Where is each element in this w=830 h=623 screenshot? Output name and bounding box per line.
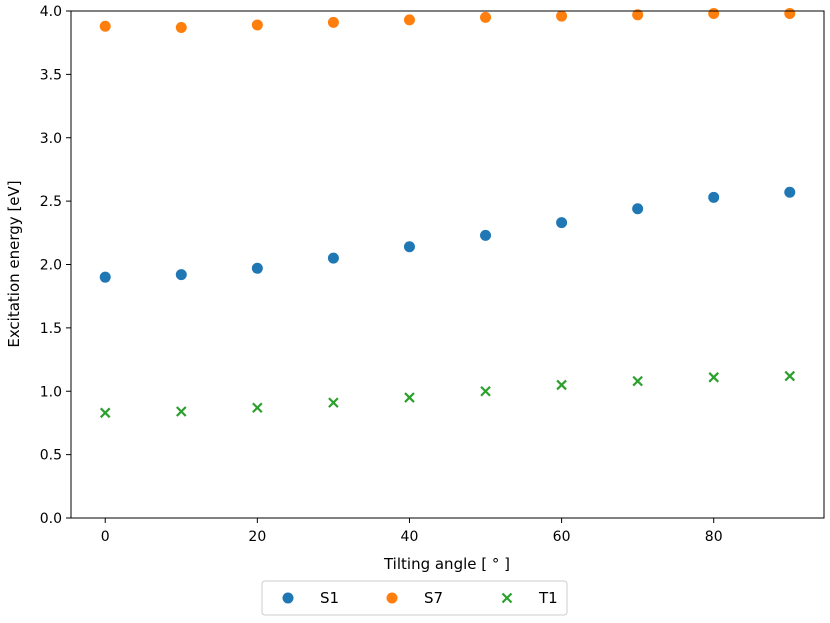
data-point-t1: [784, 370, 796, 382]
legend-item-s7: S7: [386, 589, 443, 607]
data-point-s1: [708, 191, 720, 203]
data-point-s1: [327, 252, 339, 264]
data-point-t1: [708, 372, 719, 383]
y-tick-label: 2.0: [40, 258, 62, 274]
y-tick-label: 0.5: [40, 448, 62, 464]
x-marker-stroke: [404, 392, 415, 403]
data-point-t1: [480, 385, 491, 397]
data-point-t1: [176, 406, 187, 417]
x-axis-label: Tilting angle [ ° ]: [383, 555, 510, 573]
axes-frame: [70, 10, 825, 519]
x-marker-stroke: [99, 407, 111, 419]
legend-box: [261, 580, 568, 616]
legend-label: S7: [424, 589, 443, 607]
x-marker-stroke: [328, 397, 339, 408]
data-point-s7: [99, 20, 111, 32]
data-point-t1: [252, 402, 263, 414]
x-marker-stroke: [252, 402, 263, 414]
series-s7: [99, 8, 796, 33]
data-point-s7: [708, 8, 720, 20]
x-tick-label: 80: [705, 529, 723, 545]
y-tick-label: 3.5: [40, 67, 62, 83]
x-marker-stroke: [480, 385, 491, 397]
y-tick-label: 3.0: [40, 131, 62, 147]
data-point-s1: [556, 217, 568, 229]
legend-marker: [386, 592, 398, 604]
data-point-t1: [328, 397, 339, 408]
x-marker-stroke: [176, 406, 187, 417]
legend-label: S1: [320, 589, 339, 607]
axes: 0 20 40 60 80 0.0 0.5 1.0 1.5 2.0 2.5 3.0 3.5 4.0: [40, 4, 825, 545]
legend-marker: [501, 592, 513, 604]
data-point-s1: [632, 203, 644, 215]
y-axis-label: Excitation energy [eV]: [5, 180, 23, 347]
x-marker-stroke: [501, 592, 513, 604]
x-tick-label: 60: [553, 529, 571, 545]
data-point-s1: [403, 241, 415, 253]
plot-area: [99, 8, 796, 419]
data-point-s7: [327, 16, 339, 28]
data-point-t1: [404, 392, 415, 403]
x-tick-label: 20: [248, 529, 266, 545]
data-point-s7: [480, 11, 492, 23]
data-point-s1: [99, 271, 111, 283]
data-point-t1: [632, 375, 643, 387]
y-tick-label: 0.0: [40, 511, 62, 527]
y-tick-label: 4.0: [40, 4, 62, 20]
data-point-s7: [175, 21, 187, 33]
x-marker-stroke: [556, 379, 567, 391]
data-point-s7: [251, 19, 263, 31]
data-point-s1: [480, 229, 492, 241]
x-marker-stroke: [708, 372, 719, 383]
data-point-s7: [784, 8, 796, 20]
legend-marker: [282, 592, 294, 604]
legend-item-s1: S1: [282, 589, 339, 607]
y-tick-label: 1.0: [40, 384, 62, 400]
data-point-s1: [175, 269, 187, 281]
data-point-t1: [556, 379, 567, 391]
legend-item-t1: T1: [501, 589, 558, 607]
x-marker-stroke: [632, 375, 643, 387]
series-s1: [99, 186, 796, 283]
series-t1: [99, 370, 796, 419]
x-tick-label: 40: [401, 529, 419, 545]
data-point-s1: [784, 186, 796, 198]
data-point-t1: [99, 407, 111, 419]
y-tick-label: 2.5: [40, 194, 62, 210]
data-point-s7: [556, 10, 568, 22]
x-marker-stroke: [784, 370, 796, 382]
data-point-s7: [632, 9, 644, 21]
x-tick-label: 0: [101, 529, 110, 545]
data-point-s7: [403, 14, 415, 26]
legend-label: T1: [538, 589, 558, 607]
data-point-s1: [251, 262, 263, 274]
y-tick-label: 1.5: [40, 321, 62, 337]
legend: S1 S7 T1: [261, 580, 568, 616]
